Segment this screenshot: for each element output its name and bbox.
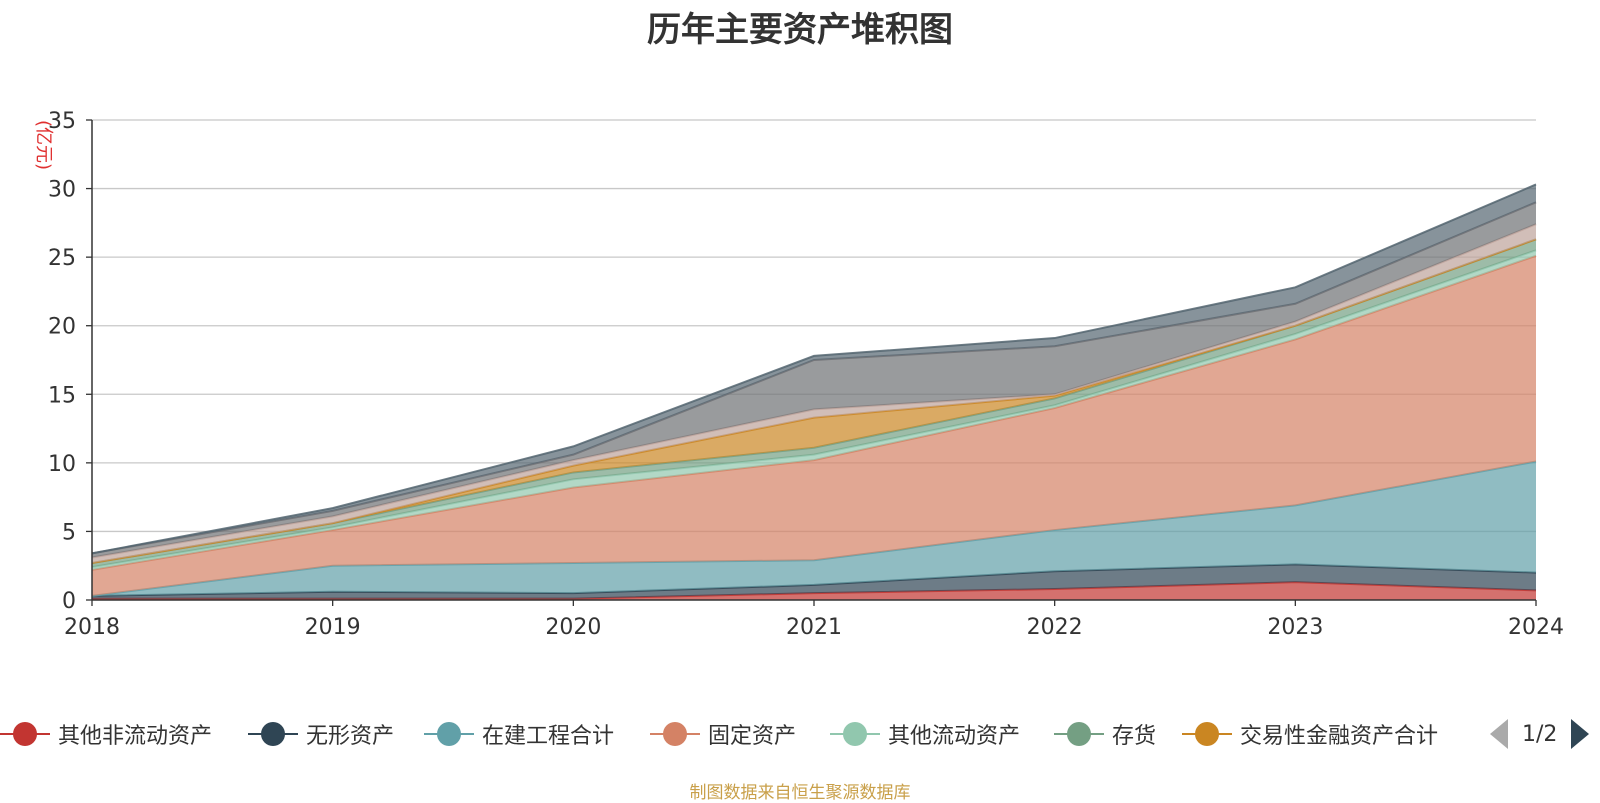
legend-label: 存货 <box>1112 724 1157 749</box>
y-tick-label: 30 <box>48 178 76 203</box>
legend-item[interactable]: 固定资产 <box>650 712 796 756</box>
y-tick-label: 5 <box>62 520 76 545</box>
legend-marker-icon <box>248 720 298 748</box>
x-tick-label: 2021 <box>786 615 842 640</box>
legend-label: 无形资产 <box>306 724 395 749</box>
legend-prev-page-arrow-icon[interactable] <box>1490 719 1508 749</box>
area-series <box>91 183 1537 600</box>
y-tick-label: 0 <box>62 589 76 614</box>
area-series-line-9 <box>91 183 1537 555</box>
legend-item[interactable]: 其他非流动资产 <box>0 712 212 756</box>
area-series-1[interactable] <box>92 564 1536 599</box>
legend-item[interactable]: 存货 <box>1054 712 1156 756</box>
area-series-8[interactable] <box>92 202 1536 558</box>
y-tick-label: 25 <box>48 246 76 271</box>
legend-marker-icon <box>0 720 50 748</box>
legend-pager: 1/2 <box>1490 712 1590 756</box>
legend-item[interactable]: 交易性金融资产合计 <box>1182 712 1438 756</box>
stacked-area-chart: 0 5 10 15 20 25 30 35 2018 2019 2020 2021 2022 2023 20… <box>33 109 1564 640</box>
legend-label: 其他非流动资产 <box>58 724 213 749</box>
x-tick-label: 2018 <box>64 615 120 640</box>
legend-item[interactable]: 无形资产 <box>248 712 394 756</box>
area-series-3[interactable] <box>92 255 1536 596</box>
legend-item[interactable]: 在建工程合计 <box>424 712 614 756</box>
tick-labels: 0 5 10 15 20 25 30 35 2018 2019 2020 2021 2022 2023 20… <box>48 109 1564 640</box>
legend-marker-icon <box>830 720 880 748</box>
y-axis-unit-label: (亿元) <box>33 120 54 170</box>
x-tick-label: 2024 <box>1508 615 1564 640</box>
y-tick-label: 35 <box>48 109 76 134</box>
area-series-0[interactable] <box>92 582 1536 600</box>
legend-label: 在建工程合计 <box>482 724 615 749</box>
y-tick-label: 15 <box>48 383 76 408</box>
legend-page-indicator: 1/2 <box>1522 721 1558 747</box>
x-tick-label: 2022 <box>1027 615 1083 640</box>
y-tick-label: 20 <box>48 315 76 340</box>
legend-label: 固定资产 <box>708 724 797 749</box>
legend-label: 其他流动资产 <box>888 724 1021 749</box>
x-tick-label: 2020 <box>545 615 601 640</box>
y-tick-label: 10 <box>48 452 76 477</box>
x-tick-label: 2023 <box>1267 615 1323 640</box>
legend-item[interactable]: 其他流动资产 <box>830 712 1020 756</box>
x-tick-label: 2019 <box>305 615 361 640</box>
legend-label: 交易性金融资产合计 <box>1240 724 1439 749</box>
legend-marker-icon <box>424 720 474 748</box>
chart-title: 历年主要资产堆积图 <box>647 10 953 50</box>
legend-marker-icon <box>1054 720 1104 748</box>
legend-marker-icon <box>1182 720 1232 748</box>
legend-marker-icon <box>650 720 700 748</box>
legend: 其他非流动资产 无形资产 在建工程合计 固定资产 其他流动资产 存货 交易性金融资产合计 <box>0 712 1600 756</box>
source-note: 制图数据来自恒生聚源数据库 <box>689 783 911 803</box>
area-series-2[interactable] <box>92 461 1536 596</box>
legend-next-page-arrow-icon[interactable] <box>1571 719 1590 749</box>
